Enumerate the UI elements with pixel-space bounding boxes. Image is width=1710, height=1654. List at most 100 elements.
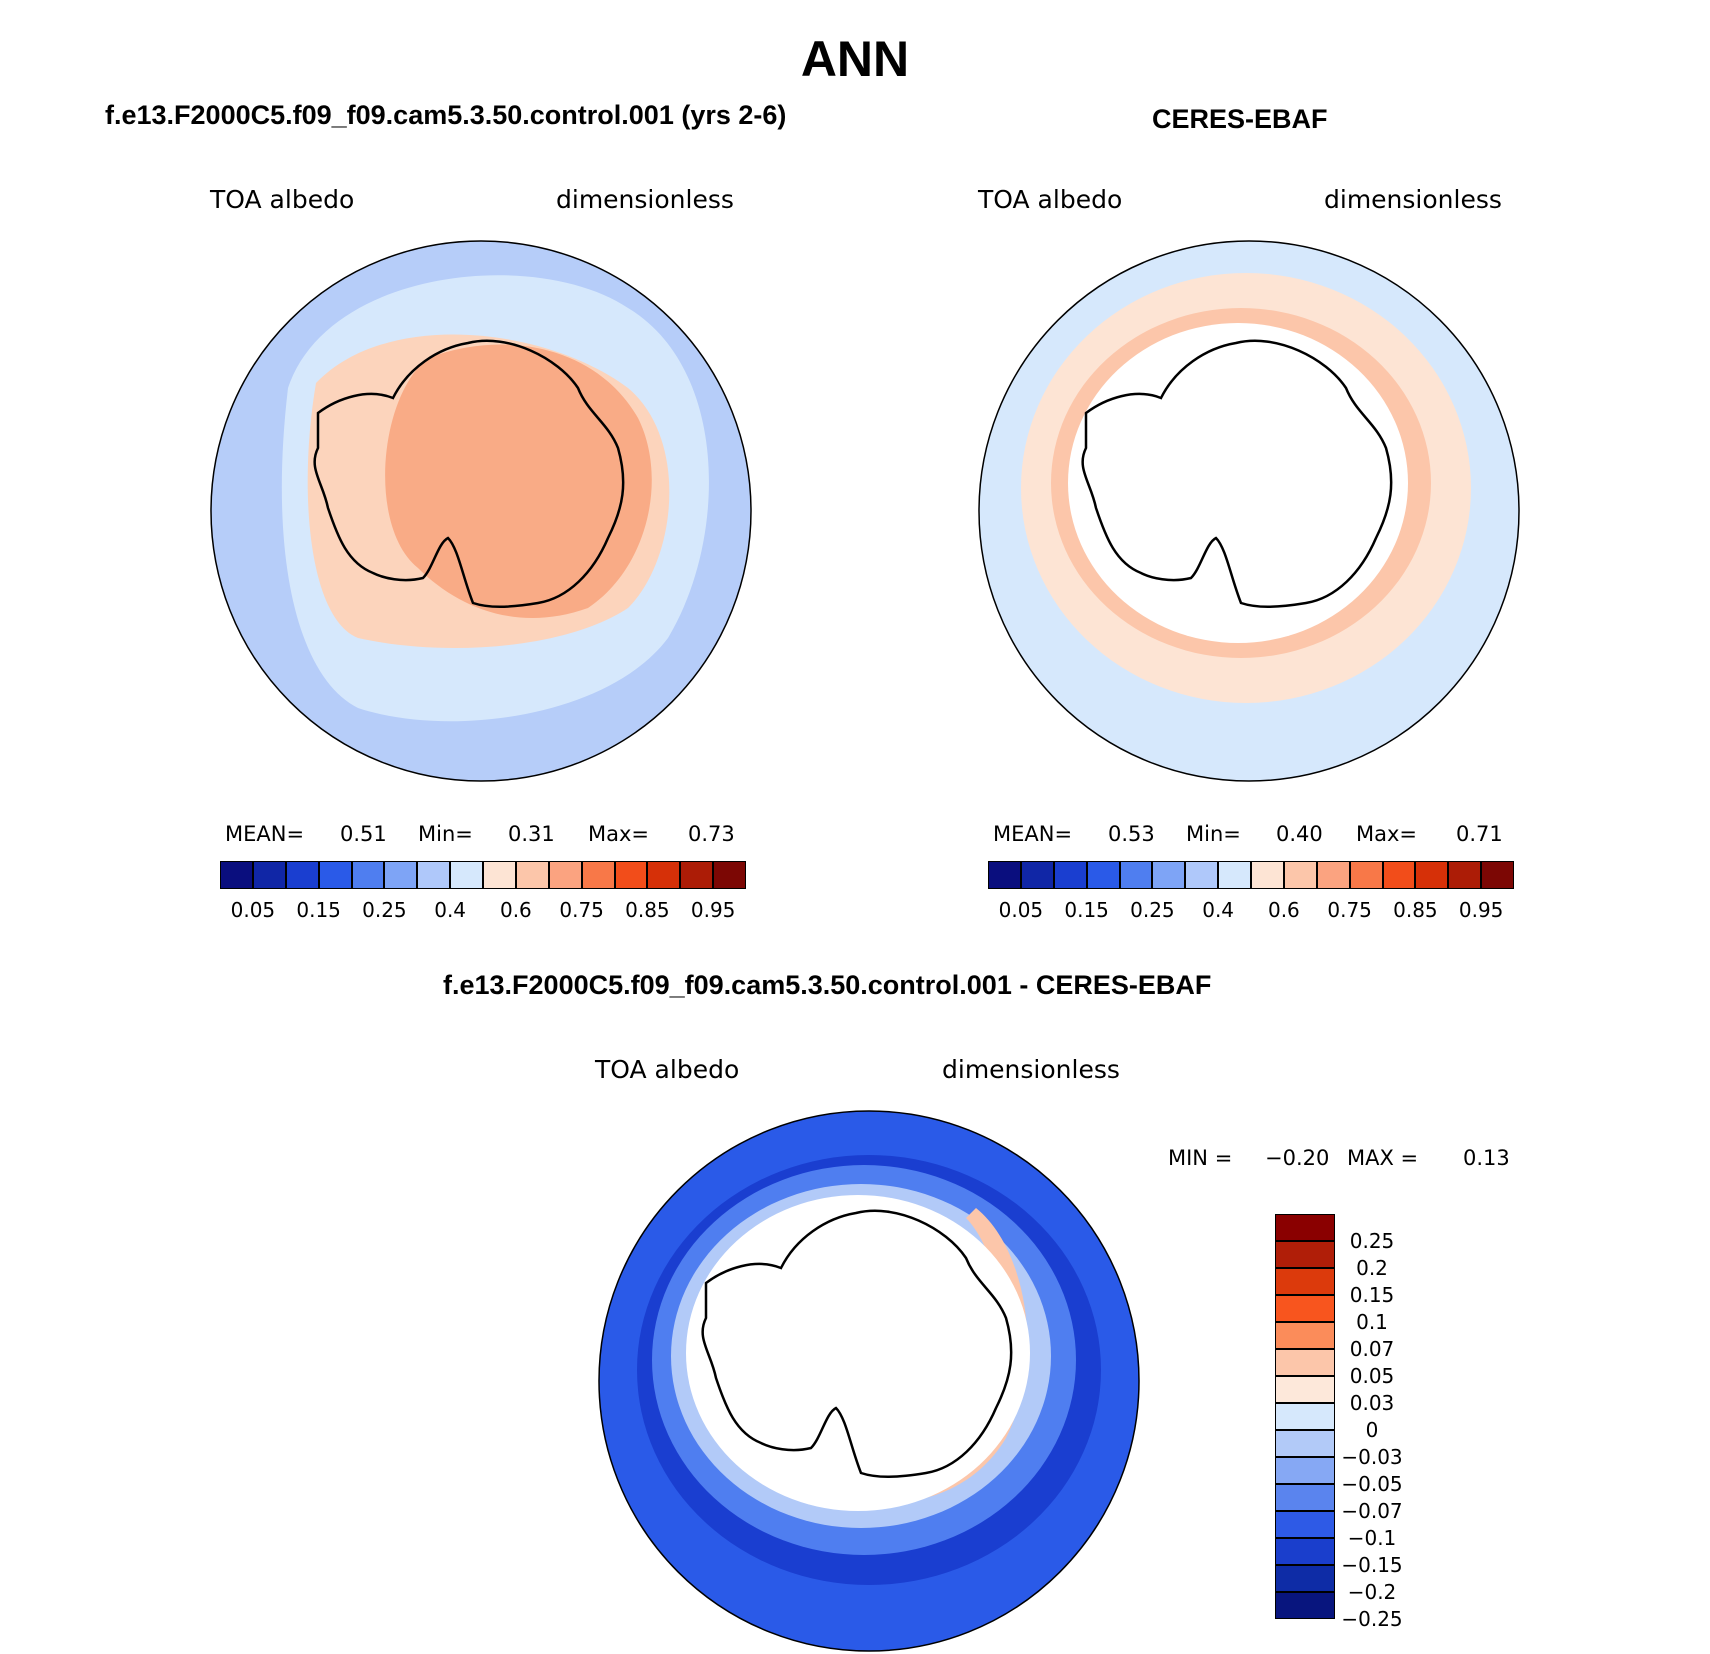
panel-2-colorbar-tick-label: 0.75 (1327, 898, 1372, 922)
panel-1-colorbar-swatch (417, 861, 451, 889)
panel-1-min-label: Min= (418, 822, 473, 846)
antarctica-coastline (1081, 339, 1393, 608)
panel-3-colorbar-tick-label: 0.03 (1349, 1391, 1395, 1415)
panel-3-min-label: MIN = (1168, 1146, 1233, 1170)
panel-1-colorbar-ticks: 0.05 0.15 0.25 0.4 0.6 0.75 0.85 0.95 (220, 898, 746, 922)
panel-3-colorbar-swatch (1275, 1241, 1335, 1268)
panel-3-colorbar-swatch (1275, 1430, 1335, 1457)
panel-3-colorbar-swatch (1275, 1457, 1335, 1484)
panel-3-colorbar-swatch (1275, 1538, 1335, 1565)
panel-3-units: dimensionless (942, 1055, 1120, 1084)
map-boundary (210, 240, 752, 782)
panel-1-max-value: 0.73 (688, 822, 735, 846)
panel-1-mean-label: MEAN= (225, 822, 305, 846)
panel-1-colorbar-tick-label: 0.6 (499, 898, 532, 922)
panel-1-units: dimensionless (556, 185, 734, 214)
panel-2-colorbar-ticks: 0.05 0.15 0.25 0.4 0.6 0.75 0.85 0.95 (988, 898, 1514, 922)
panel-1-colorbar-tick-label: 0.05 (230, 898, 276, 922)
panel-1-colorbar-swatch (548, 861, 582, 889)
panel-3-colorbar-swatch (1275, 1511, 1335, 1538)
panel-2-title: CERES-EBAF (1152, 104, 1328, 134)
panel-1-map (210, 240, 752, 782)
panel-2-colorbar-swatch (1053, 861, 1087, 889)
panel-1-colorbar-tick-label: 0.15 (296, 898, 341, 922)
panel-1-colorbar (220, 861, 746, 889)
panel-3-colorbar-swatch (1275, 1295, 1335, 1322)
panel-2-map (978, 240, 1520, 782)
panel-3-colorbar-tick-label: −0.2 (1347, 1580, 1397, 1604)
antarctica-coastline (313, 339, 625, 608)
panel-3-colorbar-swatch (1275, 1268, 1335, 1295)
panel-3-colorbar-ticks: 0.25 0.2 0.15 0.1 0.07 0.05 0.03 0 −0.03 −0.05 −0.… (1340, 1214, 1450, 1631)
panel-3-colorbar-tick-label: 0.15 (1349, 1283, 1395, 1307)
panel-1-colorbar-swatch (318, 861, 352, 889)
panel-2-mean-label: MEAN= (993, 822, 1073, 846)
panel-3-variable: TOA albedo (595, 1055, 740, 1084)
panel-3-colorbar-swatch (1275, 1214, 1335, 1241)
panel-1-colorbar-tick-label: 0.25 (362, 898, 407, 922)
panel-3-colorbar-tick-label: −0.05 (1341, 1472, 1403, 1496)
panel-3-colorbar-swatch (1275, 1322, 1335, 1349)
panel-3-colorbar-swatch (1275, 1592, 1335, 1619)
panel-2-max-label: Max= (1356, 822, 1418, 846)
panel-2-colorbar-swatch (1382, 861, 1416, 889)
panel-3-colorbar-tick-label: 0.25 (1349, 1229, 1395, 1253)
panel-2-colorbar-swatch (1415, 861, 1449, 889)
map-boundary (978, 240, 1520, 782)
panel-1-mean-value: 0.51 (340, 822, 387, 846)
panel-1-title: f.e13.F2000C5.f09_f09.cam5.3.50.control.… (105, 100, 787, 130)
panel-3-min-value: −0.20 (1265, 1146, 1330, 1170)
panel-1-colorbar-swatch (450, 861, 483, 889)
panel-3-colorbar-swatch (1275, 1403, 1335, 1430)
panel-2-colorbar-swatch (1316, 861, 1350, 889)
panel-2-colorbar-swatch (1218, 861, 1251, 889)
panel-3-colorbar-tick-label: −0.15 (1341, 1553, 1403, 1577)
panel-1-colorbar-swatch (713, 861, 746, 889)
panel-3-max-label: MAX = (1347, 1146, 1419, 1170)
panel-1-colorbar-tick-label: 0.95 (690, 898, 736, 922)
panel-3-colorbar-swatch (1275, 1565, 1335, 1592)
panel-1-colorbar-swatch (581, 861, 615, 889)
missing-data-region (1068, 323, 1408, 643)
panel-1-colorbar-tick-label: 0.75 (559, 898, 604, 922)
panel-1-colorbar-swatch (483, 861, 516, 889)
panel-1-variable: TOA albedo (210, 185, 355, 214)
panel-2-colorbar-swatch (1448, 861, 1482, 889)
panel-2-colorbar-swatch (1349, 861, 1383, 889)
panel-1-colorbar-swatch (680, 861, 714, 889)
panel-2-colorbar-swatch (1119, 861, 1153, 889)
panel-1-min-value: 0.31 (508, 822, 555, 846)
panel-1-colorbar-swatch (647, 861, 681, 889)
panel-3-colorbar-tick-label: 0.1 (1356, 1310, 1388, 1334)
panel-3-max-value: 0.13 (1463, 1146, 1510, 1170)
panel-2-colorbar-tick-label: 0.85 (1393, 898, 1438, 922)
panel-2-colorbar-tick-label: 0.25 (1130, 898, 1175, 922)
antarctica-coastline (701, 1209, 1013, 1478)
panel-2-colorbar-swatch (1185, 861, 1219, 889)
panel-2-colorbar-swatch (1283, 861, 1317, 889)
panel-1-colorbar-swatch (252, 861, 286, 889)
panel-2-min-value: 0.40 (1276, 822, 1323, 846)
panel-1-colorbar-swatch (285, 861, 319, 889)
figure-title: ANN (800, 31, 910, 87)
panel-3-title: f.e13.F2000C5.f09_f09.cam5.3.50.control.… (443, 970, 1212, 1000)
panel-2-variable: TOA albedo (978, 185, 1123, 214)
panel-2-colorbar-swatch (988, 861, 1021, 889)
panel-2-min-label: Min= (1186, 822, 1241, 846)
panel-1-max-label: Max= (588, 822, 650, 846)
panel-2-units: dimensionless (1324, 185, 1502, 214)
panel-1-colorbar-tick-label: 0.85 (625, 898, 670, 922)
panel-1-colorbar-tick-label: 0.4 (434, 898, 467, 922)
panel-2-colorbar-tick-label: 0.15 (1064, 898, 1109, 922)
panel-2-colorbar-swatch (1481, 861, 1514, 889)
panel-2-max-value: 0.71 (1456, 822, 1503, 846)
panel-2-colorbar-swatch (1152, 861, 1186, 889)
panel-3-colorbar-tick-label: 0 (1365, 1418, 1379, 1442)
panel-3-colorbar-tick-label: −0.07 (1341, 1499, 1403, 1523)
panel-3-colorbar-tick-label: 0.2 (1356, 1256, 1388, 1280)
panel-2-colorbar-tick-label: 0.95 (1458, 898, 1504, 922)
panel-3-colorbar (1275, 1214, 1335, 1619)
panel-3-colorbar-tick-label: 0.05 (1349, 1364, 1395, 1388)
panel-1-colorbar-swatch (384, 861, 418, 889)
panel-1-colorbar-swatch (614, 861, 648, 889)
